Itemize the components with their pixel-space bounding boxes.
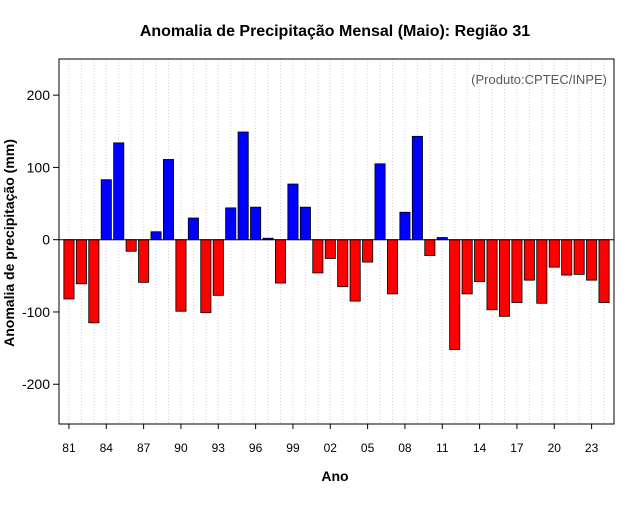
bar-1988: [150, 231, 162, 241]
bar-2005: [362, 239, 374, 263]
bar-1981: [63, 239, 75, 300]
bar-2001: [312, 239, 324, 274]
x-tick-label: 87: [137, 441, 151, 455]
bar-2022: [573, 239, 585, 275]
bar-1998: [274, 239, 286, 284]
bar-1987: [138, 239, 150, 283]
bar-2003: [337, 239, 349, 288]
bar-1986: [125, 239, 137, 252]
y-axis-title: Anomalia de precipitação (mm): [1, 139, 17, 347]
bar-2004: [349, 239, 361, 302]
y-tick-label: -200: [22, 376, 50, 392]
x-tick-label: 81: [62, 441, 76, 455]
x-tick-label: 93: [212, 441, 226, 455]
bar-1984: [100, 179, 112, 241]
y-axis: -200 -100 0 100 200: [22, 87, 59, 392]
bar-2015: [486, 239, 498, 311]
bar-2013: [461, 239, 473, 295]
bar-1991: [187, 217, 199, 241]
x-tick-label: 96: [249, 441, 263, 455]
bar-1985: [113, 142, 125, 241]
bar-2019: [536, 239, 548, 304]
bar-2000: [299, 206, 311, 241]
bars-layer: [63, 131, 610, 350]
plot-frame: [58, 58, 615, 425]
bar-2017: [511, 239, 523, 303]
grid-layer: [68, 59, 605, 424]
x-tick-label: 17: [510, 441, 524, 455]
bar-1989: [162, 159, 174, 241]
bar-2002: [324, 239, 336, 259]
bar-2007: [386, 239, 398, 295]
bar-1992: [200, 239, 212, 314]
bar-1995: [237, 131, 249, 241]
y-tick-label: -100: [22, 304, 50, 320]
bar-1990: [175, 239, 187, 312]
chart-credit: (Produto:CPTEC/INPE): [471, 72, 607, 87]
x-tick-label: 84: [100, 441, 114, 455]
bar-2023: [586, 239, 598, 281]
x-tick-label: 20: [548, 441, 562, 455]
x-tick-label: 99: [286, 441, 300, 455]
bar-2014: [474, 239, 486, 283]
y-tick-label: 100: [27, 159, 51, 175]
bar-2010: [424, 239, 436, 256]
x-axis: 81 84 87 90 93 96 99 02 05 08 11 14 17 20 23: [62, 424, 599, 455]
bar-2009: [411, 135, 423, 241]
bar-1996: [250, 206, 262, 241]
bar-2021: [561, 239, 573, 276]
bar-2024: [598, 239, 610, 303]
bar-2016: [498, 239, 510, 317]
bar-2006: [374, 163, 386, 241]
bar-1982: [75, 239, 87, 285]
y-tick-label: 200: [27, 87, 51, 103]
x-tick-label: 14: [473, 441, 487, 455]
bar-2008: [399, 211, 411, 241]
x-axis-title: Ano: [321, 468, 348, 484]
bar-1983: [88, 239, 100, 324]
chart-title: Anomalia de Precipitação Mensal (Maio): …: [140, 23, 530, 40]
y-tick-label: 0: [42, 232, 50, 248]
bar-2018: [523, 239, 535, 281]
bar-1999: [287, 183, 299, 241]
bar-2012: [449, 239, 461, 350]
x-tick-label: 02: [324, 441, 338, 455]
x-tick-label: 08: [398, 441, 412, 455]
bar-1994: [225, 207, 237, 241]
x-tick-label: 05: [361, 441, 375, 455]
bar-2020: [548, 239, 560, 268]
bar-1993: [212, 239, 224, 296]
x-tick-label: 23: [585, 441, 599, 455]
x-tick-label: 11: [436, 441, 449, 455]
x-tick-label: 90: [174, 441, 188, 455]
